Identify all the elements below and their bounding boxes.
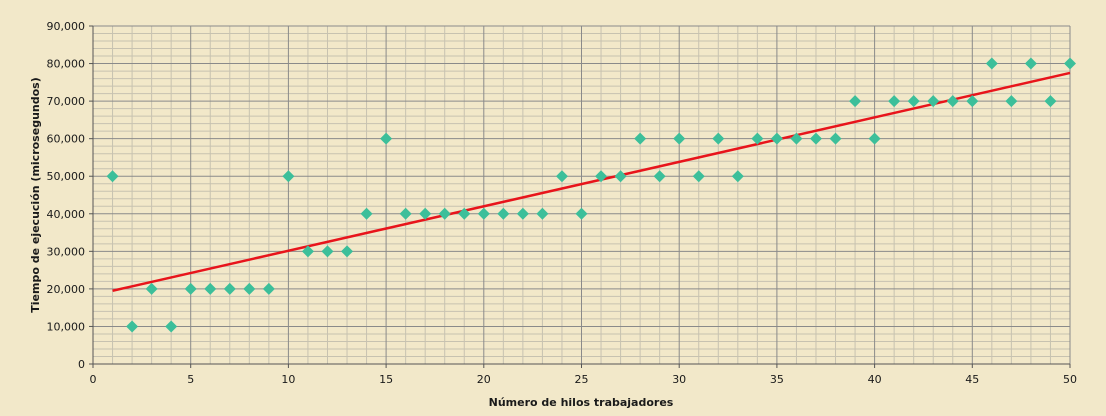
- y-tick-label: 90,000: [47, 20, 86, 33]
- data-point: [516, 207, 529, 220]
- data-point: [145, 282, 158, 295]
- data-point: [536, 207, 549, 220]
- data-point: [458, 207, 471, 220]
- trendline-group: [112, 71, 1071, 292]
- data-point: [829, 132, 842, 145]
- data-point: [770, 132, 783, 145]
- x-tick-label: 10: [281, 373, 295, 386]
- data-point: [165, 320, 178, 333]
- x-axis-ticks: 0 5 10 15 20 25 30 35 40 45 50: [90, 364, 1077, 386]
- data-point: [614, 170, 627, 183]
- data-point: [360, 207, 373, 220]
- y-tick-label: 20,000: [47, 283, 86, 296]
- y-tick-label: 10,000: [47, 320, 86, 333]
- data-point: [497, 207, 510, 220]
- x-tick-label: 45: [965, 373, 979, 386]
- data-point: [477, 207, 490, 220]
- x-tick-label: 50: [1063, 373, 1077, 386]
- y-tick-label: 80,000: [47, 58, 86, 71]
- data-point: [341, 245, 354, 258]
- data-point: [595, 170, 608, 183]
- y-tick-label: 0: [78, 358, 85, 371]
- data-point: [653, 170, 666, 183]
- x-tick-label: 25: [575, 373, 589, 386]
- x-tick-label: 5: [187, 373, 194, 386]
- data-point: [204, 282, 217, 295]
- data-point: [243, 282, 256, 295]
- data-point: [106, 170, 119, 183]
- major-gridlines: [92, 25, 1071, 365]
- data-point: [849, 95, 862, 108]
- data-point: [1044, 95, 1057, 108]
- data-point: [301, 245, 314, 258]
- x-tick-label: 40: [868, 373, 882, 386]
- data-point: [946, 95, 959, 108]
- x-tick-label: 20: [477, 373, 491, 386]
- data-point: [1024, 57, 1037, 70]
- data-point: [712, 132, 725, 145]
- data-point: [809, 132, 822, 145]
- data-point: [419, 207, 432, 220]
- x-tick-label: 30: [672, 373, 686, 386]
- data-point: [321, 245, 334, 258]
- x-tick-label: 15: [379, 373, 393, 386]
- data-point: [126, 320, 139, 333]
- x-axis-title: Número de hilos trabajadores: [489, 396, 674, 409]
- x-tick-label: 35: [770, 373, 784, 386]
- y-tick-label: 50,000: [47, 170, 86, 183]
- data-point: [575, 207, 588, 220]
- y-tick-label: 70,000: [47, 95, 86, 108]
- data-point: [966, 95, 979, 108]
- data-point: [692, 170, 705, 183]
- data-point: [927, 95, 940, 108]
- data-points: [106, 57, 1076, 333]
- data-point: [262, 282, 275, 295]
- data-point: [184, 282, 197, 295]
- data-point: [634, 132, 647, 145]
- x-tick-label: 0: [90, 373, 97, 386]
- data-point: [888, 95, 901, 108]
- y-tick-label: 60,000: [47, 133, 86, 146]
- data-point: [751, 132, 764, 145]
- y-tick-label: 40,000: [47, 208, 86, 221]
- trendline: [112, 71, 1071, 292]
- data-point: [282, 170, 295, 183]
- data-point: [985, 57, 998, 70]
- y-axis-ticks: 0 10,000 20,000 30,000 40,000 50,000 60,000 70,…: [47, 20, 93, 371]
- y-tick-label: 30,000: [47, 245, 86, 258]
- data-point: [731, 170, 744, 183]
- y-axis-title: Tiempo de ejecución (microsegundos): [29, 77, 42, 313]
- data-point: [907, 95, 920, 108]
- data-point: [555, 170, 568, 183]
- data-point: [223, 282, 236, 295]
- data-point: [790, 132, 803, 145]
- data-point: [673, 132, 686, 145]
- data-point: [1005, 95, 1018, 108]
- data-point: [380, 132, 393, 145]
- data-point: [868, 132, 881, 145]
- data-point: [1064, 57, 1076, 70]
- data-point: [399, 207, 412, 220]
- data-point: [438, 207, 451, 220]
